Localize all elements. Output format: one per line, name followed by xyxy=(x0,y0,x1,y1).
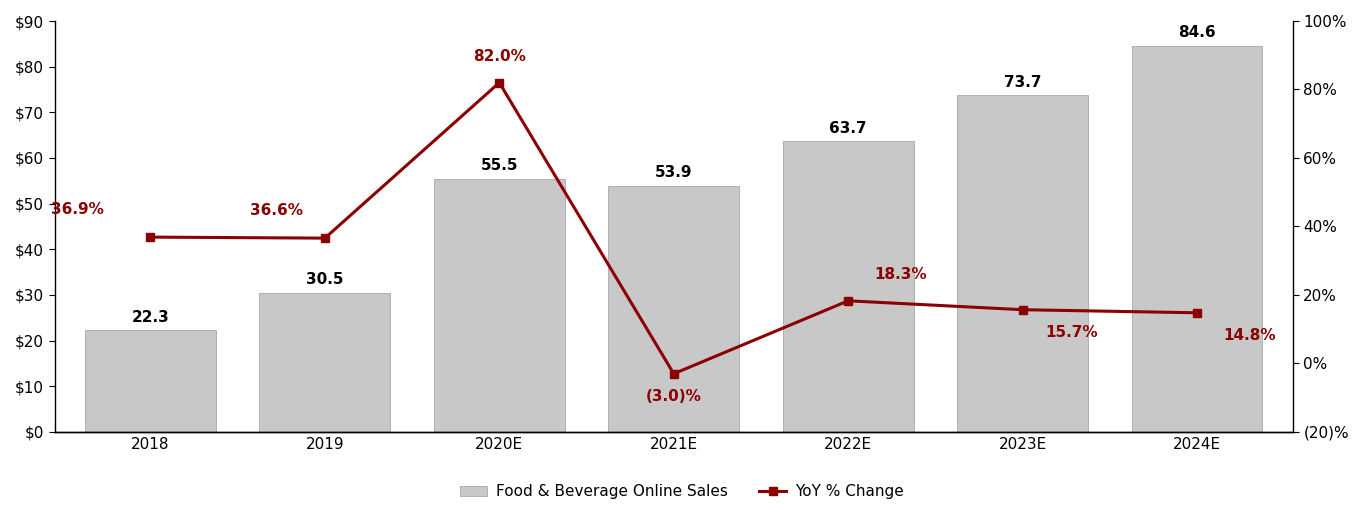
Bar xyxy=(783,141,914,432)
Text: 22.3: 22.3 xyxy=(131,310,169,325)
Text: 30.5: 30.5 xyxy=(306,272,344,287)
Text: 18.3%: 18.3% xyxy=(874,267,926,282)
Text: 53.9: 53.9 xyxy=(655,165,693,181)
Text: 14.8%: 14.8% xyxy=(1224,328,1275,343)
Bar xyxy=(259,293,390,432)
Text: (3.0)%: (3.0)% xyxy=(645,389,701,404)
Text: 15.7%: 15.7% xyxy=(1045,325,1098,340)
Text: 36.6%: 36.6% xyxy=(250,203,303,218)
Text: 55.5: 55.5 xyxy=(480,158,518,173)
Text: 84.6: 84.6 xyxy=(1178,25,1215,40)
Bar xyxy=(958,95,1088,432)
Text: 36.9%: 36.9% xyxy=(50,202,104,216)
Text: 63.7: 63.7 xyxy=(829,121,868,135)
Text: 82.0%: 82.0% xyxy=(473,49,525,64)
Bar xyxy=(1132,46,1263,432)
Bar xyxy=(434,179,565,432)
Bar xyxy=(608,186,739,432)
Bar xyxy=(85,330,216,432)
Text: 73.7: 73.7 xyxy=(1004,75,1041,90)
Legend: Food & Beverage Online Sales, YoY % Change: Food & Beverage Online Sales, YoY % Chan… xyxy=(454,478,910,505)
